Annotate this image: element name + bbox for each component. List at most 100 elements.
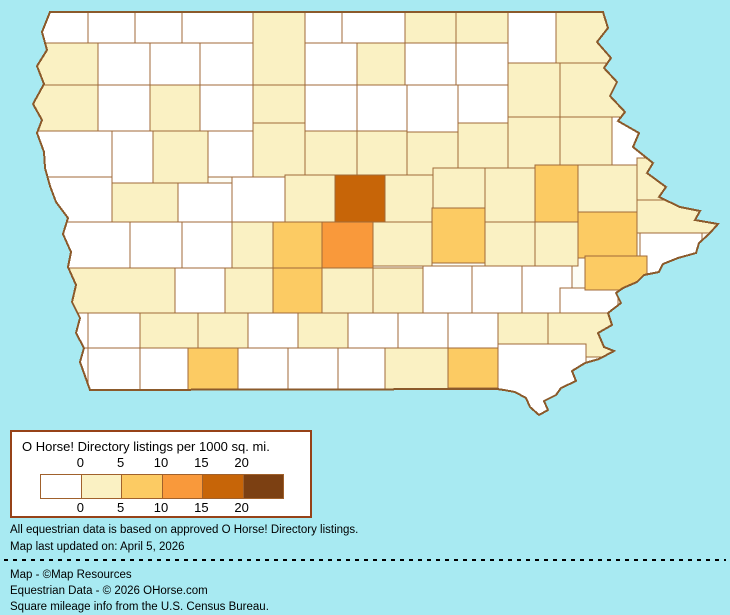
- county-dallas: [272, 221, 323, 269]
- county-howard: [455, 12, 509, 44]
- county-cherokee: [97, 84, 151, 132]
- county-harrison: [49, 221, 131, 269]
- legend-swatch-0: [41, 475, 81, 498]
- county-adair: [224, 267, 274, 314]
- data-source-note: All equestrian data is based on approved…: [10, 524, 359, 536]
- legend-tick-5: 5: [117, 500, 125, 515]
- county-dickinson: [134, 12, 183, 44]
- county-benton: [484, 167, 536, 223]
- legend-swatch-4: [202, 475, 243, 498]
- county-polk: [321, 221, 374, 271]
- legend-tick-0: 0: [76, 500, 84, 515]
- county-adams: [139, 312, 199, 349]
- county-appanoose: [337, 347, 386, 393]
- iowa-county-choropleth-map: [31, 11, 720, 417]
- county-palo-alto: [199, 42, 254, 86]
- legend-tick-15: 15: [194, 455, 209, 470]
- county-guthrie: [231, 221, 274, 269]
- legend-title: O Horse! Directory listings per 1000 sq.…: [22, 439, 270, 454]
- county-davis: [384, 347, 449, 393]
- county-marion: [372, 267, 424, 314]
- county-monroe: [347, 312, 399, 349]
- county-hancock: [304, 42, 358, 86]
- census-credit: Square mileage info from the U.S. Census…: [10, 601, 269, 613]
- county-woodbury: [33, 130, 113, 178]
- county-jefferson: [447, 312, 499, 349]
- county-fayette: [507, 62, 561, 118]
- county-taylor: [139, 347, 189, 393]
- county-marshall: [384, 174, 434, 223]
- county-iowa: [484, 221, 536, 267]
- county-jones: [577, 164, 638, 213]
- county-monona: [33, 176, 113, 223]
- county-jasper: [372, 221, 433, 267]
- legend-swatch-1: [80, 475, 121, 498]
- legend-swatch-5: [242, 475, 283, 498]
- county-black-hawk: [457, 122, 509, 176]
- county-mahaska: [422, 265, 473, 314]
- county-mitchell: [404, 12, 457, 44]
- county-floyd: [404, 42, 457, 86]
- map-copyright-credit: Map - ©Map Resources: [10, 569, 132, 581]
- county-henry: [497, 312, 549, 349]
- county-lucas: [297, 312, 349, 349]
- county-linn: [534, 164, 579, 223]
- county-johnson: [534, 221, 579, 267]
- county-cedar: [577, 211, 638, 259]
- legend-swatch-2: [121, 475, 162, 498]
- county-webster: [252, 122, 306, 178]
- legend-scale-ticks-bottom: 0 5 10 15 20: [12, 500, 310, 516]
- county-clinton: [636, 199, 718, 234]
- legend-tick-10: 10: [153, 455, 169, 470]
- county-poweshiek: [431, 207, 486, 264]
- county-clayton: [559, 62, 626, 118]
- county-page: [87, 347, 141, 393]
- county-carroll: [177, 182, 233, 223]
- county-fremont: [34, 347, 89, 393]
- county-hamilton: [304, 130, 358, 176]
- county-emmet: [181, 12, 254, 44]
- county-muscatine: [584, 255, 648, 291]
- legend-swatch-3: [161, 475, 202, 498]
- county-union: [197, 312, 249, 349]
- county-winneshiek: [507, 12, 557, 64]
- county-madison: [272, 267, 323, 314]
- county-lee: [497, 343, 587, 415]
- county-wright: [304, 84, 358, 132]
- legend-tick-20: 20: [234, 500, 249, 515]
- county-story: [334, 174, 386, 223]
- county-montgomery: [87, 312, 141, 349]
- map-area: [31, 11, 720, 417]
- county-keokuk: [471, 265, 523, 314]
- legend-scale-ticks-top: 0 5 10 15 20: [12, 455, 310, 471]
- county-shelby: [129, 221, 183, 269]
- county-allamakee: [555, 12, 613, 64]
- county-osceola: [87, 12, 136, 44]
- legend-tick-15: 15: [194, 500, 209, 515]
- county-audubon: [181, 221, 233, 269]
- county-chickasaw: [455, 42, 509, 86]
- county-sac: [152, 130, 209, 184]
- county-ringgold: [187, 347, 239, 393]
- county-franklin: [356, 84, 408, 132]
- county-plymouth: [33, 84, 99, 132]
- county-pottawattamie: [49, 267, 176, 314]
- legend-tick-10: 10: [153, 500, 169, 515]
- legend-tick-20: 20: [234, 455, 249, 470]
- county-boone: [284, 174, 336, 223]
- county-crawford: [111, 182, 179, 223]
- county-louisa: [559, 287, 619, 316]
- legend-tick-0: 0: [76, 455, 84, 470]
- county-humboldt: [252, 84, 306, 124]
- county-kossuth: [252, 12, 306, 86]
- legend-color-scale: [40, 474, 284, 499]
- county-pocahontas: [199, 84, 254, 132]
- county-winnebago: [304, 12, 343, 44]
- county-worth: [341, 12, 406, 44]
- dashed-divider-line: [4, 559, 726, 561]
- county-wayne: [287, 347, 339, 393]
- county-van-buren: [447, 347, 499, 389]
- county-buena-vista: [149, 84, 201, 132]
- county-scott: [639, 232, 703, 278]
